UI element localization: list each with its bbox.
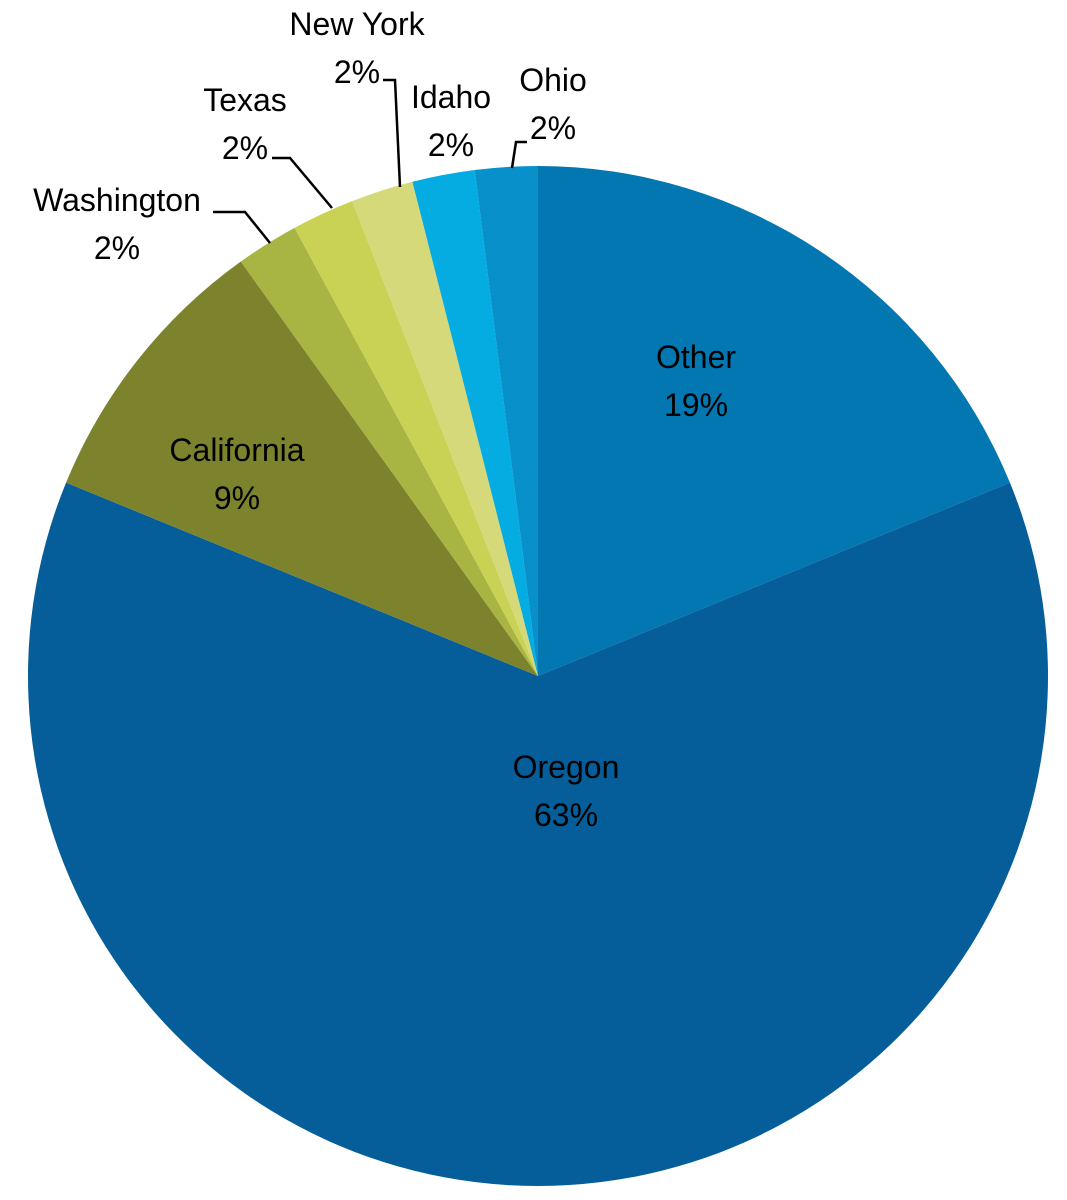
pie-slice-texas bbox=[294, 201, 538, 676]
leader-line-new-york bbox=[383, 78, 402, 188]
slice-value-ohio: 2% bbox=[530, 110, 576, 146]
slice-value-new-york: 2% bbox=[334, 54, 380, 90]
leader-line-washington bbox=[213, 210, 271, 244]
pie-slice-ohio bbox=[474, 166, 538, 676]
slice-label-washington: Washington bbox=[33, 182, 201, 218]
pie-slices bbox=[28, 166, 1049, 1187]
slice-value-idaho: 2% bbox=[428, 127, 474, 163]
slice-labels: Other 19% Oregon 63% California 9% Washi… bbox=[33, 6, 736, 833]
slice-label-oregon: Oregon bbox=[513, 749, 620, 785]
slice-label-ohio: Ohio bbox=[519, 62, 587, 98]
pie-slice-other bbox=[538, 166, 1010, 676]
slice-label-idaho: Idaho bbox=[411, 79, 491, 115]
slice-label-texas: Texas bbox=[203, 82, 287, 118]
slice-label-california: California bbox=[169, 432, 304, 468]
slice-value-california: 9% bbox=[214, 480, 260, 516]
pie-slice-oregon bbox=[28, 482, 1049, 1187]
slice-value-texas: 2% bbox=[222, 130, 268, 166]
leader-line-ohio bbox=[510, 140, 527, 169]
pie-slice-idaho bbox=[412, 169, 538, 676]
leader-line-texas bbox=[272, 156, 333, 209]
leader-lines bbox=[213, 78, 527, 244]
pie-slice-washington bbox=[240, 227, 539, 676]
pie-slice-new-york bbox=[352, 181, 538, 676]
slice-label-new-york: New York bbox=[289, 6, 425, 42]
slice-value-oregon: 63% bbox=[534, 797, 598, 833]
slice-label-other: Other bbox=[656, 339, 736, 375]
pie-slice-california bbox=[66, 261, 538, 676]
slice-value-washington: 2% bbox=[94, 230, 140, 266]
slice-value-other: 19% bbox=[664, 387, 728, 423]
